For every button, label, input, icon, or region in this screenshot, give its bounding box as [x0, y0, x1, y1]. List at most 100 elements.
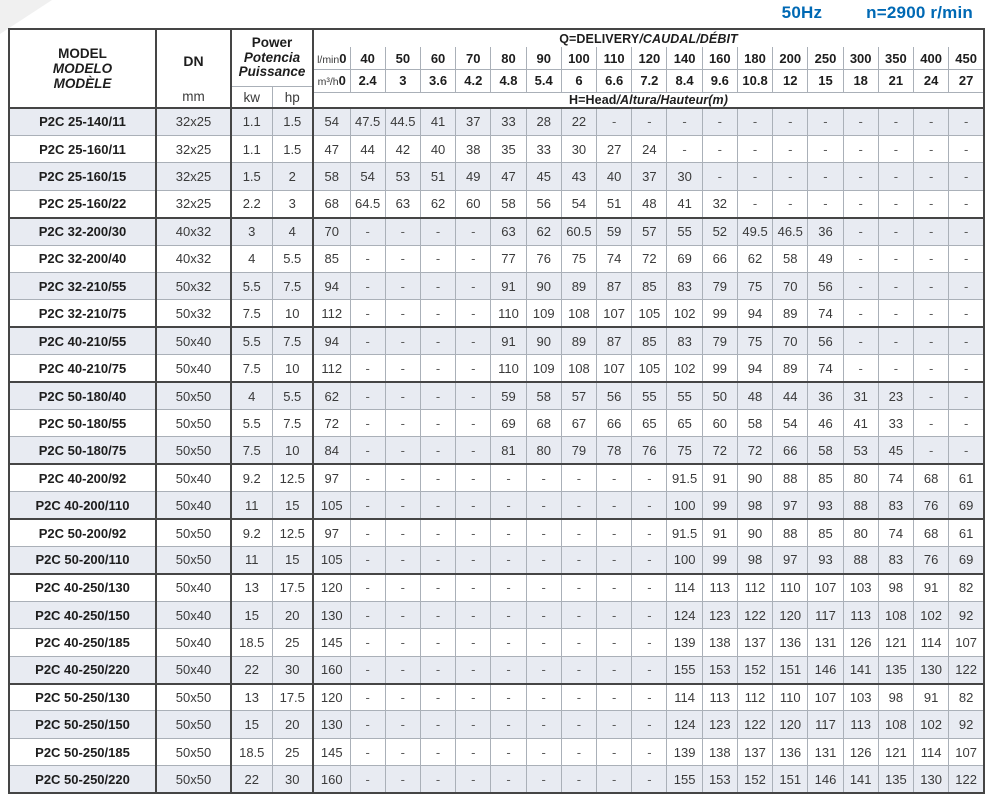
head-value-cell: 107: [596, 354, 632, 383]
head-value-cell: -: [455, 545, 491, 574]
flow-lmin-header-cell: 70: [455, 47, 491, 70]
head-value-cell: -: [948, 106, 984, 136]
head-value-cell: 79: [560, 436, 597, 465]
head-value-cell: -: [877, 162, 914, 191]
head-value-cell: -: [384, 628, 421, 657]
head-value-cell: -: [877, 189, 914, 218]
head-value-cell: -: [736, 106, 773, 136]
head-value-cell: -: [349, 655, 386, 684]
head-value-cell: 83: [877, 491, 914, 520]
head-value-cell: -: [560, 491, 597, 520]
dn-cell: 40x32: [155, 244, 231, 273]
head-value-cell: -: [842, 134, 879, 163]
head-value-cell: -: [419, 710, 456, 739]
head-value-cell: 68: [525, 408, 562, 437]
kw-cell: 1.1: [230, 106, 272, 136]
head-value-cell: -: [525, 491, 562, 520]
head-value-cell: 44: [772, 381, 808, 410]
table-row: P2C 50-180/75 50x50 7.5 10 84- - - -81 80 79 78 76 7…: [9, 436, 984, 465]
head-value-cell: 121: [877, 737, 914, 766]
head-value-cell: 54: [772, 408, 808, 437]
head-value-cell: -: [384, 244, 421, 273]
head-value-cell: 65: [631, 408, 667, 437]
head-value-cell: 145: [312, 628, 351, 657]
flow-lmin-header-cell: 300: [842, 47, 879, 70]
head-value-cell: 42: [384, 134, 421, 163]
head-value-cell: 153: [701, 765, 738, 794]
head-value-cell: -: [877, 134, 914, 163]
model-column-header: MODEL MODELO MODÈLE: [52, 46, 113, 91]
dn-cell: 50x32: [155, 271, 231, 300]
head-value-cell: 69: [490, 408, 527, 437]
hp-cell: 5.5: [271, 381, 314, 410]
head-value-cell: 36: [807, 216, 844, 246]
flow-m3h-header-cell: 4.2: [455, 69, 491, 93]
head-value-cell: -: [736, 189, 773, 218]
head-value-cell: 47.5: [349, 106, 386, 136]
head-value-cell: -: [349, 436, 386, 465]
hp-cell: 15: [271, 491, 314, 520]
table-row: P2C 40-250/150 50x40 15 20 130- - - - - - - - -124 12…: [9, 600, 984, 629]
head-value-cell: -: [631, 463, 667, 492]
head-value-cell: -: [772, 162, 808, 191]
head-value-cell: 74: [596, 244, 632, 273]
kw-cell: 2.2: [230, 189, 272, 218]
head-value-cell: 112: [312, 299, 351, 328]
table-row: P2C 50-180/40 50x50 4 5.5 62- - - -59 58 57 56 55 55…: [9, 381, 984, 410]
head-value-cell: 155: [666, 765, 703, 794]
head-value-cell: 75: [560, 244, 597, 273]
flow-m3h-header-cell: 12: [772, 69, 808, 93]
head-value-cell: -: [490, 600, 527, 629]
table-row: P2C 50-250/185 50x50 18.5 25 145- - - - - - - - -139…: [9, 737, 984, 766]
head-value-cell: -: [490, 765, 527, 794]
head-value-cell: 136: [772, 628, 808, 657]
model-cell: P2C 25-140/11: [9, 106, 156, 136]
head-value-cell: -: [419, 600, 456, 629]
head-value-cell: 139: [666, 737, 703, 766]
flow-m3h-header-cell: 6: [560, 69, 597, 93]
head-value-cell: -: [701, 162, 738, 191]
head-value-cell: 58: [490, 189, 527, 218]
hp-cell: 30: [271, 765, 314, 794]
head-value-cell: -: [384, 216, 421, 246]
head-value-cell: -: [349, 572, 386, 602]
kw-cell: 22: [230, 655, 272, 684]
head-value-cell: -: [384, 682, 421, 711]
kw-cell: 5.5: [230, 326, 272, 355]
head-value-cell: -: [419, 572, 456, 602]
table-row: P2C 50-250/130 50x50 13 17.5 120- - - - - - - - -114…: [9, 682, 984, 711]
head-value-cell: 97: [312, 518, 351, 547]
head-value-cell: 59: [596, 216, 632, 246]
head-value-cell: 122: [948, 765, 984, 794]
model-cell: P2C 25-160/11: [9, 134, 156, 163]
head-value-cell: 151: [772, 655, 808, 684]
head-value-cell: -: [948, 189, 984, 218]
head-value-cell: 30: [666, 162, 703, 191]
table-row: P2C 40-250/130 50x40 13 17.5 120- - - - - - - - -114…: [9, 572, 984, 602]
head-value-cell: -: [455, 682, 491, 711]
model-cell: P2C 50-200/92: [9, 518, 156, 547]
head-value-cell: -: [596, 737, 632, 766]
head-value-cell: -: [948, 216, 984, 246]
head-value-cell: -: [455, 710, 491, 739]
head-value-cell: -: [490, 491, 527, 520]
head-value-cell: 56: [596, 381, 632, 410]
head-value-cell: -: [631, 737, 667, 766]
head-value-cell: -: [560, 545, 597, 574]
head-value-cell: 87: [596, 271, 632, 300]
head-value-cell: -: [596, 628, 632, 657]
head-value-cell: -: [631, 600, 667, 629]
head-value-cell: -: [525, 628, 562, 657]
head-value-cell: -: [596, 545, 632, 574]
head-value-cell: 98: [736, 491, 773, 520]
head-value-cell: -: [948, 354, 984, 383]
head-value-cell: 94: [736, 299, 773, 328]
head-value-cell: -: [490, 463, 527, 492]
head-value-cell: 58: [736, 408, 773, 437]
head-value-cell: 109: [525, 354, 562, 383]
table-header: MODEL MODELO MODÈLE DN mm Power Potencia…: [9, 29, 984, 108]
head-value-cell: -: [384, 765, 421, 794]
head-value-cell: 94: [312, 326, 351, 355]
head-value-cell: 70: [312, 216, 351, 246]
head-value-cell: 99: [701, 354, 738, 383]
